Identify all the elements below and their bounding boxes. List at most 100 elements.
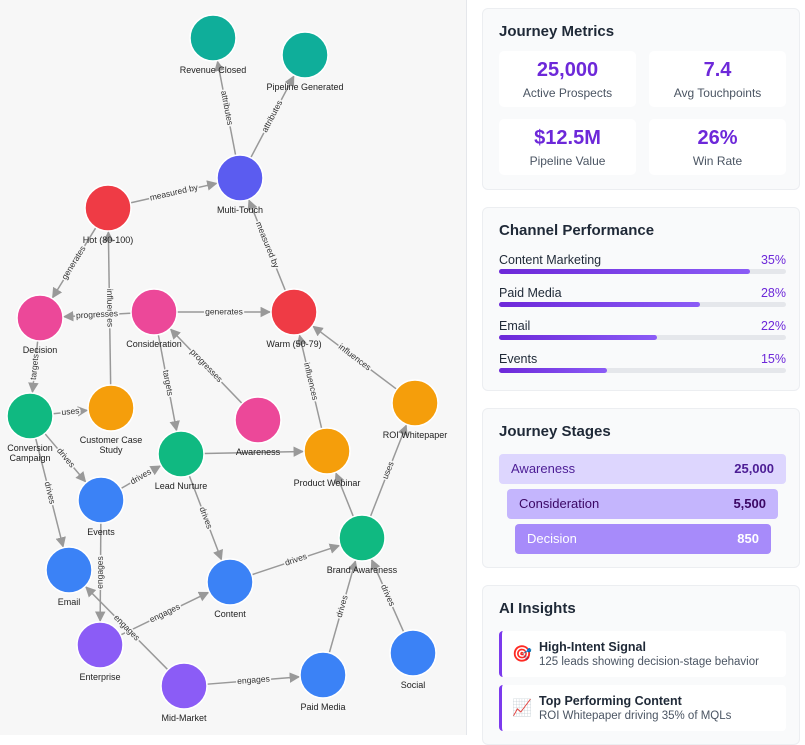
channel-name: Email — [499, 319, 531, 333]
insight-item: 📈 Top Performing Content ROI Whitepaper dr… — [499, 685, 786, 731]
node-label: Brand Awareness — [326, 565, 398, 575]
bar-fill — [499, 368, 607, 373]
node-label: Decision — [22, 345, 58, 355]
channels-card: Channel Performance Content Marketing 35%… — [482, 207, 800, 391]
edge — [312, 325, 398, 390]
channel-percent: 35% — [760, 253, 786, 267]
edge — [296, 334, 323, 429]
stage-name: Awareness — [511, 461, 576, 476]
edge-label: engages — [237, 673, 270, 686]
metric-label: Pipeline Value — [529, 154, 606, 168]
card-title: Journey Metrics — [499, 23, 615, 40]
edge — [370, 558, 405, 633]
node-label: Conversion Campaign — [7, 443, 53, 463]
node — [84, 184, 132, 232]
stage-name: Decision — [527, 531, 577, 546]
node-label: Product Webinar — [293, 478, 361, 488]
edge — [44, 433, 87, 483]
edge — [94, 522, 106, 623]
edge — [188, 475, 223, 561]
edge — [334, 472, 355, 517]
edge — [206, 672, 301, 685]
insight-item: 🎯 High-Intent Signal 125 leads showing dec… — [499, 631, 786, 677]
metric-label: Avg Touchpoints — [673, 86, 762, 100]
node-label: Revenue Closed — [179, 65, 247, 75]
edge — [214, 60, 237, 156]
stage-bar: Awareness 25,000 — [499, 454, 786, 484]
insight-icon: 📈 — [512, 700, 532, 717]
bar-track — [499, 269, 786, 274]
node-label: Social — [400, 680, 426, 690]
metric-label: Active Prospects — [522, 86, 613, 100]
node — [216, 154, 264, 202]
stage-value: 5,500 — [733, 496, 766, 511]
node — [270, 288, 318, 336]
edge — [328, 560, 358, 654]
node-label: Hot (80-100) — [82, 235, 134, 245]
stages-card: Journey Stages Awareness 25,000 Considerat… — [482, 408, 800, 568]
metrics-card: Journey Metrics 25,000 Active Prospects 7.… — [482, 8, 800, 190]
edge — [34, 438, 66, 548]
channel-name: Paid Media — [499, 286, 562, 300]
node — [16, 294, 64, 342]
edge-label: drives — [379, 583, 397, 608]
node-label: Email — [57, 597, 81, 607]
insight-title: Top Performing Content — [539, 694, 682, 708]
edge — [130, 180, 218, 204]
node — [157, 430, 205, 478]
node — [45, 546, 93, 594]
node — [77, 476, 125, 524]
metric-value: 26% — [697, 127, 738, 149]
node-label: Awareness — [235, 447, 281, 457]
node — [189, 14, 237, 62]
node — [234, 396, 282, 444]
channel-name: Content Marketing — [499, 253, 602, 267]
bar-track — [499, 335, 786, 340]
edge — [247, 199, 287, 291]
metric-box: 26% Win Rate — [649, 119, 786, 175]
node-label: Content — [214, 609, 246, 619]
node — [338, 514, 386, 562]
edge — [369, 424, 408, 517]
node — [160, 662, 208, 710]
stage-value: 25,000 — [734, 461, 774, 476]
edge — [103, 230, 114, 386]
node — [389, 629, 437, 677]
node — [299, 651, 347, 699]
channel-percent: 15% — [760, 352, 786, 366]
insight-text: ROI Whitepaper driving 35% of MQLs — [539, 710, 732, 722]
node — [6, 392, 54, 440]
edge-label: attributes — [259, 98, 284, 134]
edge-label: targets — [28, 353, 41, 380]
metric-label: Win Rate — [692, 154, 743, 168]
node-label: Mid-Market — [161, 713, 207, 723]
bar-fill — [499, 302, 700, 307]
edge-label: uses — [380, 460, 396, 480]
channel-row: Events 15% — [499, 352, 786, 382]
node — [281, 31, 329, 79]
metric-box: $12.5M Pipeline Value — [499, 119, 636, 175]
edge — [250, 75, 295, 159]
edge — [157, 334, 180, 432]
card-title: Channel Performance — [499, 222, 655, 239]
node-label: Warm (50-79) — [266, 339, 322, 349]
edge — [169, 328, 243, 404]
edge — [120, 591, 210, 636]
metric-value: 25,000 — [536, 59, 599, 81]
node — [87, 384, 135, 432]
node-label: Events — [87, 527, 115, 537]
node — [206, 558, 254, 606]
stage-name: Consideration — [519, 496, 600, 511]
insight-icon: 🎯 — [512, 646, 532, 663]
edge — [85, 586, 169, 671]
edge-label: influences — [105, 289, 116, 327]
node-label: Consideration — [126, 339, 182, 349]
channel-row: Content Marketing 35% — [499, 253, 786, 283]
channel-percent: 22% — [760, 319, 786, 333]
edge — [51, 227, 97, 299]
node-label: ROI Whitepaper — [382, 430, 448, 440]
edge-label: drives — [334, 594, 350, 619]
metric-value: 7.4 — [703, 59, 732, 81]
edge-label: attributes — [219, 90, 235, 126]
